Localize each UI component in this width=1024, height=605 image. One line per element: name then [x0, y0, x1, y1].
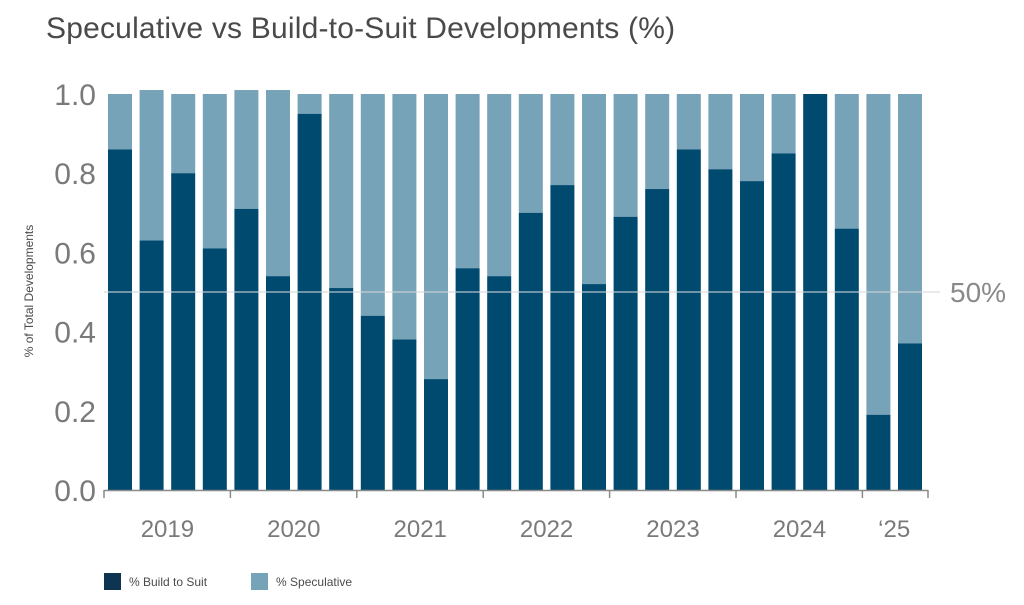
- reference-line-label: 50%: [950, 277, 1006, 308]
- bar-build-to-suit: [392, 339, 417, 490]
- x-tick-label: 2024: [773, 516, 826, 543]
- y-axis-label: % of Total Developments: [22, 225, 36, 358]
- x-tick-label: 2022: [520, 516, 573, 543]
- bar-build-to-suit: [266, 276, 290, 490]
- legend-label-build-to-suit: % Build to Suit: [129, 574, 208, 589]
- reference-line-layer: 50%: [104, 277, 1006, 308]
- bar-build-to-suit: [613, 216, 638, 490]
- legend-label-speculative: % Speculative: [276, 574, 353, 589]
- bar-speculative: [360, 94, 385, 316]
- bar-speculative: [108, 94, 132, 150]
- bar-speculative: [234, 90, 259, 209]
- x-tick-label: 2019: [141, 516, 194, 543]
- bar-speculative: [455, 94, 480, 269]
- bar-build-to-suit: [329, 288, 354, 490]
- bar-speculative: [866, 94, 891, 415]
- bar-build-to-suit: [740, 181, 764, 490]
- bar-speculative: [708, 94, 733, 170]
- bar-speculative: [266, 90, 290, 277]
- bar-build-to-suit: [424, 379, 448, 490]
- bars-layer: [108, 90, 922, 491]
- bar-speculative: [740, 94, 764, 182]
- y-tick-label: 0.0: [54, 475, 96, 508]
- bar-build-to-suit: [487, 276, 512, 490]
- bar-build-to-suit: [834, 228, 859, 490]
- bar-build-to-suit: [518, 212, 543, 491]
- y-tick-label: 0.8: [54, 158, 96, 191]
- bar-speculative: [613, 94, 638, 217]
- legend-swatch-speculative: [251, 573, 269, 590]
- legend-item-build-to-suit: % Build to Suit: [104, 573, 207, 590]
- bar-build-to-suit: [582, 284, 606, 490]
- bar-speculative: [329, 94, 354, 289]
- bar-build-to-suit: [898, 343, 922, 490]
- bar-speculative: [582, 94, 606, 285]
- bar-build-to-suit: [202, 248, 227, 490]
- x-tick-label: 2020: [267, 516, 320, 543]
- y-tick-label: 0.6: [54, 237, 96, 270]
- bar-speculative: [171, 94, 196, 174]
- bar-speculative: [898, 94, 922, 344]
- bar-build-to-suit: [676, 149, 701, 490]
- bar-speculative: [202, 94, 227, 249]
- bar-build-to-suit: [139, 240, 164, 490]
- y-tick-label: 1.0: [54, 79, 96, 112]
- bar-speculative: [771, 94, 796, 154]
- y-tick-label: 0.4: [54, 317, 96, 350]
- bar-speculative: [424, 94, 448, 380]
- bar-build-to-suit: [645, 189, 670, 491]
- x-tick-label: 2021: [394, 516, 447, 543]
- legend: % Build to Suit % Speculative: [104, 573, 396, 590]
- bar-speculative: [645, 94, 670, 190]
- axis-layer: 0.0 0.2 0.4 0.6 0.8 1.0 2019 2020 2021 2022 2023 20…: [54, 79, 929, 543]
- bar-build-to-suit: [708, 169, 733, 491]
- y-tick-label: 0.2: [54, 396, 96, 429]
- bar-speculative: [550, 94, 575, 186]
- bar-speculative: [487, 94, 512, 277]
- bar-speculative: [518, 94, 543, 213]
- bar-build-to-suit: [297, 113, 322, 491]
- bar-build-to-suit: [360, 315, 385, 490]
- bar-build-to-suit: [771, 153, 796, 490]
- bar-build-to-suit: [866, 414, 891, 490]
- bar-build-to-suit: [550, 185, 575, 490]
- legend-item-speculative: % Speculative: [251, 573, 352, 590]
- bar-speculative: [392, 94, 417, 340]
- x-tick-label: ‘25: [878, 516, 910, 543]
- bar-build-to-suit: [455, 268, 480, 490]
- bar-build-to-suit: [234, 208, 259, 490]
- bar-speculative: [139, 90, 164, 241]
- x-tick-label: 2023: [646, 516, 699, 543]
- bar-speculative: [676, 94, 701, 150]
- bar-build-to-suit: [108, 149, 132, 490]
- legend-swatch-build-to-suit: [104, 573, 121, 590]
- bar-speculative: [834, 94, 859, 229]
- bar-speculative: [297, 94, 322, 114]
- bar-build-to-suit: [171, 173, 196, 490]
- chart-title: Speculative vs Build-to-Suit Development…: [46, 12, 676, 45]
